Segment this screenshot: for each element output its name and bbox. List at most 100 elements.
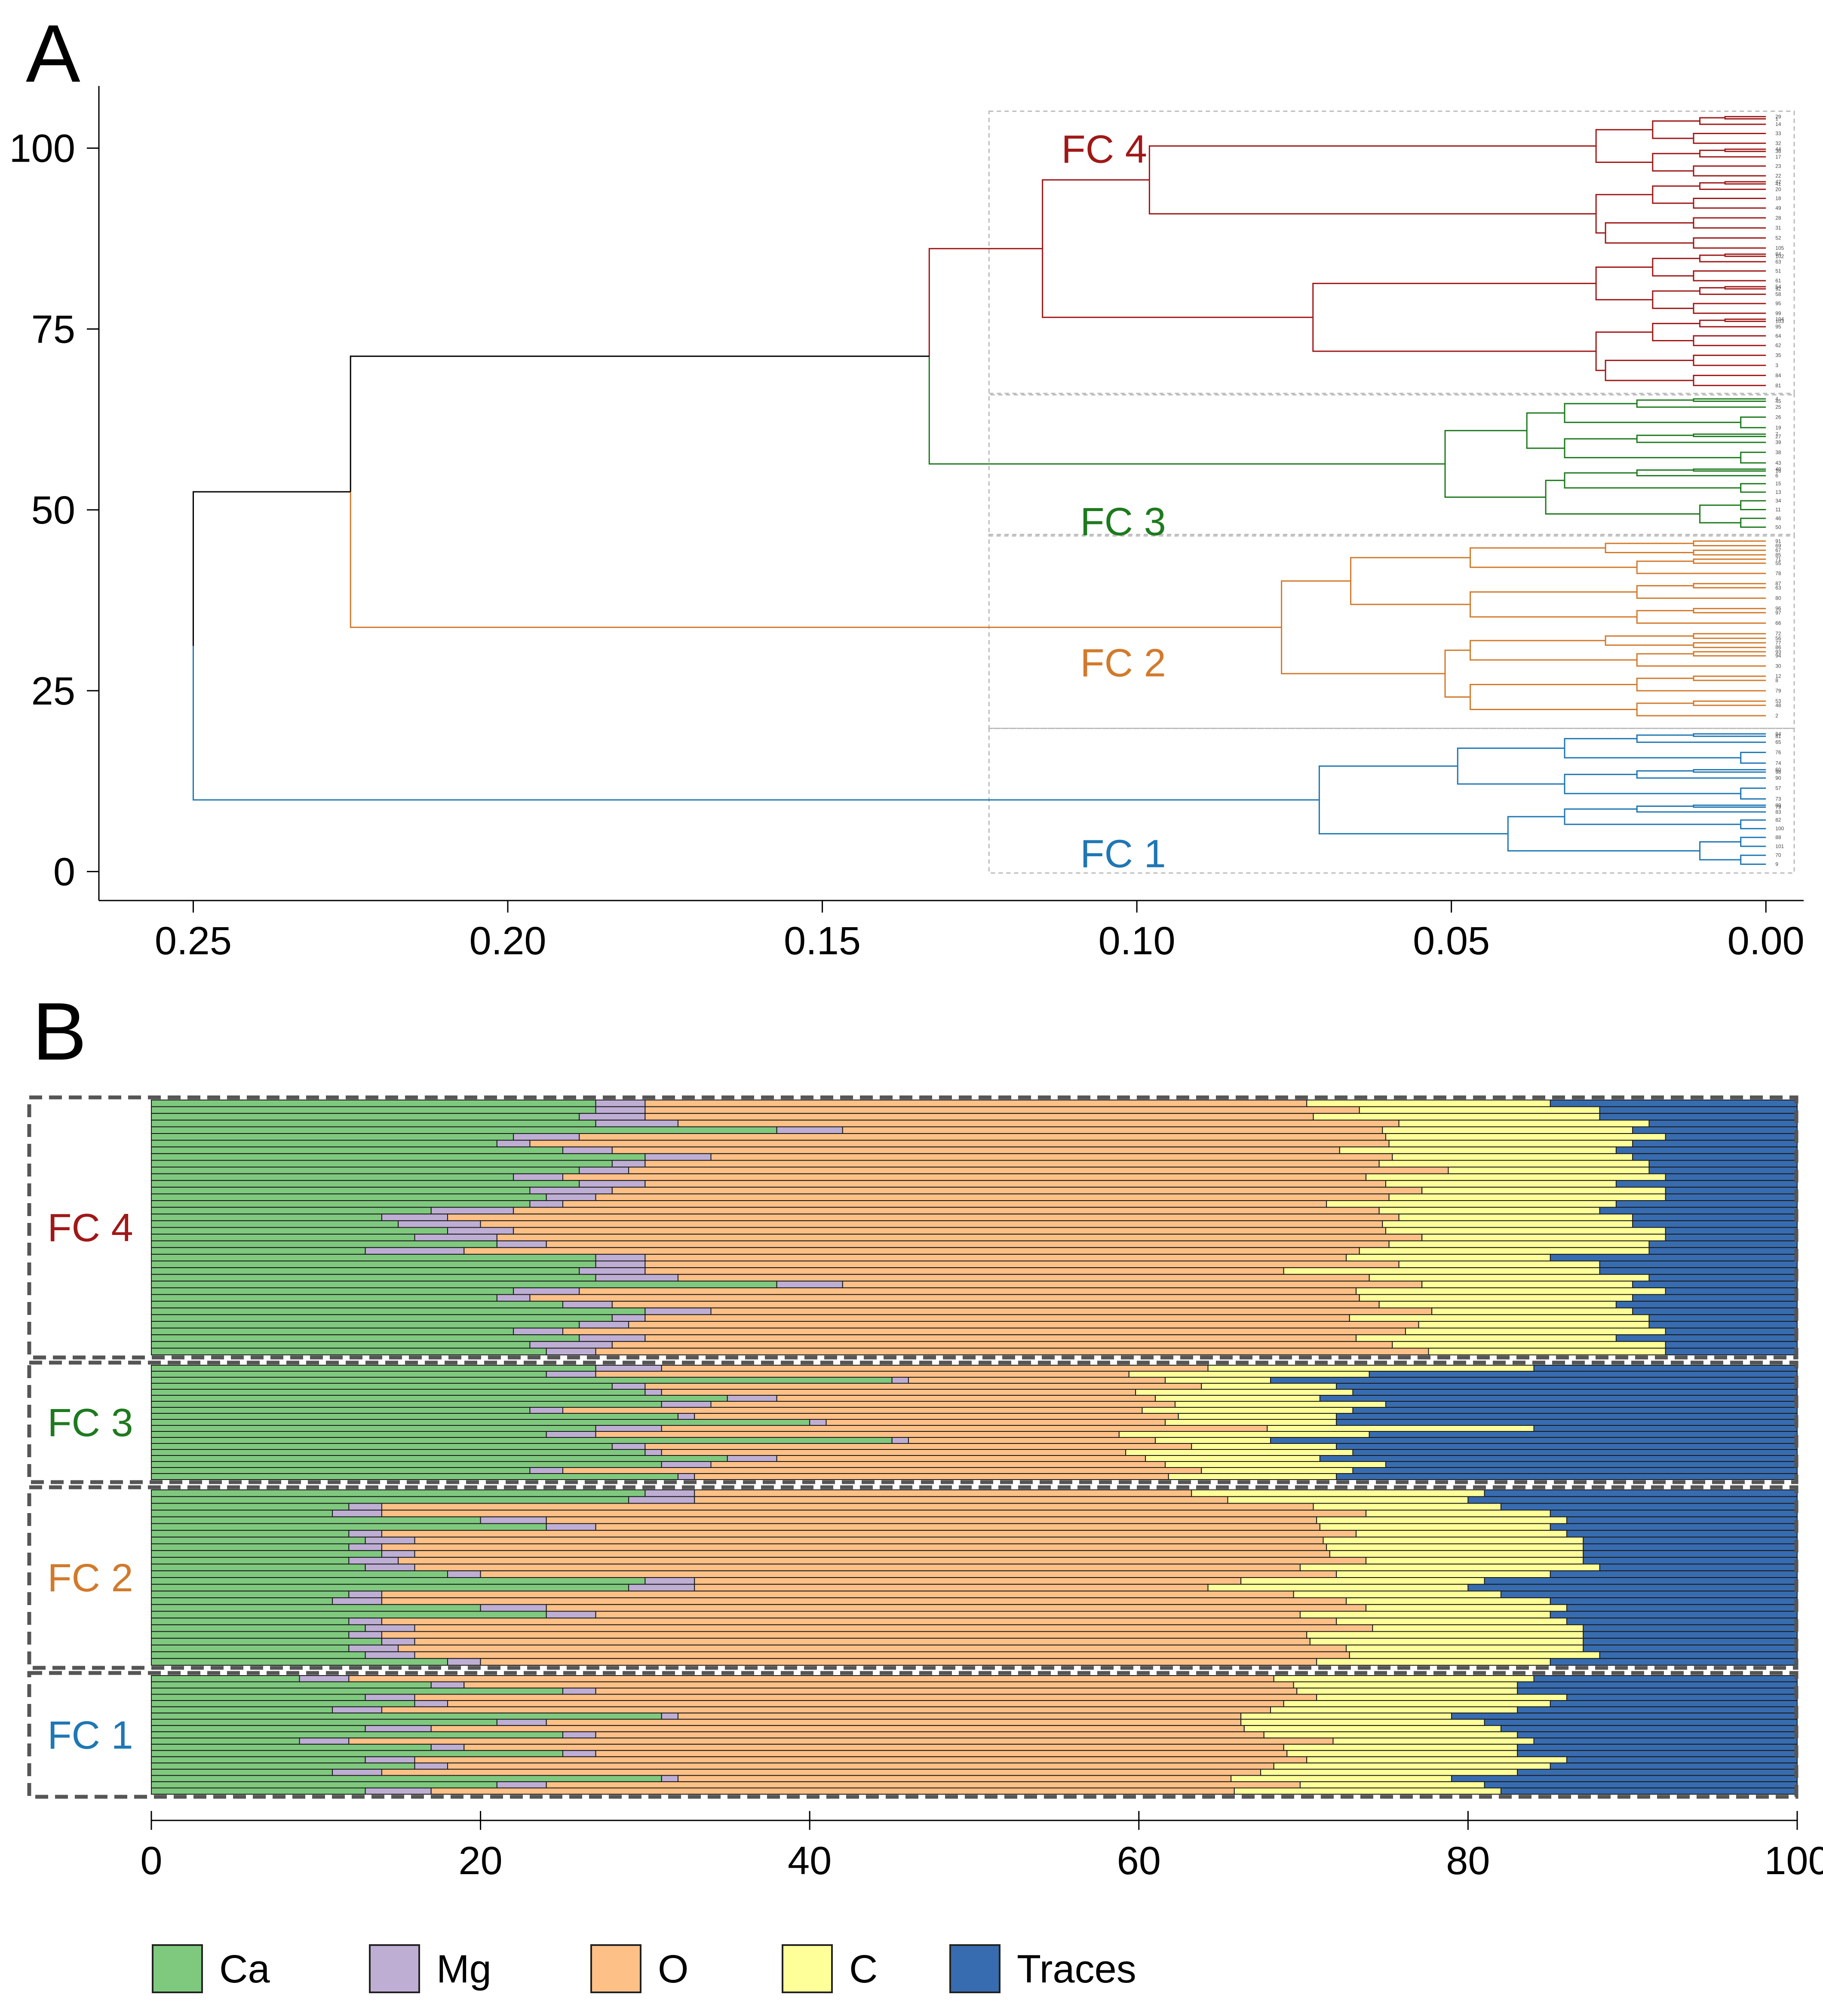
bar-segment-c [1356, 1334, 1617, 1342]
bar-segment-mg [348, 1503, 382, 1511]
bar-segment-traces [1648, 1247, 1798, 1255]
bar-segment-traces [1550, 1762, 1798, 1770]
bar-segment-c [1346, 1644, 1584, 1652]
bar-segment-ca [151, 1706, 333, 1714]
bar-segment-o [398, 1556, 1367, 1565]
dendrogram-branch [1605, 359, 1694, 381]
bar-segment-traces [1632, 1213, 1798, 1221]
leaf-label: 95 [1775, 300, 1781, 306]
leaf-label: 84 [1775, 251, 1781, 257]
bar-segment-ca [151, 1624, 366, 1632]
bar-segment-o [463, 1743, 1284, 1751]
dendrogram-branch [1693, 675, 1766, 681]
dendrogram-branch [1595, 267, 1653, 300]
dendrogram-branch [1636, 653, 1766, 667]
bar-segment-o [348, 1675, 1274, 1682]
bar-segment-c [1135, 1389, 1353, 1396]
bar-segment-mg [579, 1321, 629, 1329]
bar-segment-traces [1550, 1570, 1798, 1578]
bar-segment-o [562, 1407, 1143, 1414]
bar-segment-traces [1533, 1365, 1798, 1372]
bar-segment-mg [299, 1675, 350, 1682]
bar-segment-traces [1648, 1160, 1798, 1168]
bar-segment-ca [151, 1327, 514, 1336]
bar-segment-mg [661, 1461, 712, 1468]
dendrogram-branch [1652, 290, 1700, 309]
bar-segment-c [1405, 1327, 1666, 1336]
bar-segment-traces [1352, 1407, 1798, 1414]
legend-swatch-traces [949, 1944, 1001, 1993]
bar-segment-o [661, 1389, 1136, 1396]
bar-segment-traces [1336, 1413, 1798, 1420]
bar-segment-traces [1599, 1563, 1798, 1572]
bar-segment-ca [151, 1437, 893, 1444]
bar-segment-c [1175, 1401, 1387, 1408]
dendrogram-branch [1724, 253, 1766, 257]
dendrogram-branch [1740, 819, 1766, 830]
bar-segment-traces [1500, 1725, 1798, 1732]
leaf-label: 36 [1775, 148, 1781, 154]
bar-segment-mg [595, 1119, 678, 1127]
bar-segment-o [595, 1431, 1120, 1438]
bar-segment-ca [151, 1590, 350, 1599]
leaf-label: 86 [1775, 644, 1781, 650]
dendrogram-branch [1318, 765, 1508, 835]
bar-segment-mg [381, 1550, 415, 1558]
bar-segment-traces [1336, 1473, 1798, 1480]
bar-segment-traces [1352, 1449, 1798, 1456]
bar-segment-c [1178, 1413, 1337, 1420]
bar-segment-ca [151, 1260, 596, 1268]
bar-segment-mg [579, 1167, 629, 1174]
bar-segment-o [480, 1220, 1383, 1228]
leaf-label: 26 [1775, 414, 1781, 420]
leaf-label: 84 [1775, 731, 1781, 737]
leaf-label: 31 [1775, 225, 1781, 231]
bar-segment-traces [1550, 1611, 1798, 1619]
dendrogram-branch [1693, 633, 1766, 639]
bar-segment-c [1392, 1341, 1666, 1349]
bar-segment-mg [628, 1496, 695, 1504]
dendrogram-branch [1724, 319, 1766, 322]
bar-segment-o [381, 1597, 1347, 1605]
bar-segment-o [546, 1604, 1367, 1612]
bar-segment-o [381, 1631, 1307, 1639]
bar-segment-c [1378, 1160, 1650, 1168]
bar-segment-traces [1632, 1140, 1798, 1148]
x-tick-label: 0.00 [1728, 919, 1805, 963]
bar-segment-traces [1550, 1523, 1798, 1531]
bar-segment-mg [365, 1651, 415, 1659]
leaf-label: 48 [1775, 702, 1781, 708]
bar-segment-c [1165, 1419, 1337, 1426]
bar-segment-mg [430, 1207, 514, 1215]
bar-segment-mg [546, 1611, 596, 1619]
dendrogram-branch [1740, 751, 1766, 764]
dendrogram-branch [1693, 651, 1766, 657]
dendrogram-branch [1564, 438, 1741, 459]
y-tick-label: 0 [53, 850, 75, 894]
bar-segment-mg [430, 1681, 465, 1689]
bar-segment-ca [151, 1281, 777, 1288]
bar-segment-o [644, 1253, 1347, 1262]
bar-segment-c [1118, 1431, 1370, 1438]
bar-segment-mg [348, 1618, 382, 1625]
bar-segment-o [381, 1590, 1294, 1599]
dendrogram-branch [1693, 608, 1766, 613]
dendrogram-branch [1444, 650, 1470, 698]
dendrogram-branch [1693, 558, 1766, 564]
bar-segment-traces [1648, 1274, 1798, 1282]
bar-segment-traces [1632, 1281, 1798, 1288]
bar-segment-traces [1566, 1516, 1798, 1524]
leaf-label: 56 [1775, 635, 1781, 641]
bar-segment-mg [414, 1762, 448, 1770]
bar-segment-traces [1583, 1644, 1798, 1652]
leaf-label: 94 [1775, 653, 1781, 659]
bar-segment-mg [611, 1314, 646, 1322]
bar-segment-traces [1517, 1750, 1798, 1757]
bar-segment-c [1145, 1455, 1320, 1462]
bar-segment-traces [1566, 1604, 1798, 1612]
bar-segment-ca [151, 1180, 580, 1188]
bar-segment-c [1313, 1113, 1600, 1121]
bar-segment-o [447, 1762, 1274, 1770]
bar-segment-mg [809, 1419, 827, 1426]
dendrogram-branch [1605, 542, 1694, 553]
